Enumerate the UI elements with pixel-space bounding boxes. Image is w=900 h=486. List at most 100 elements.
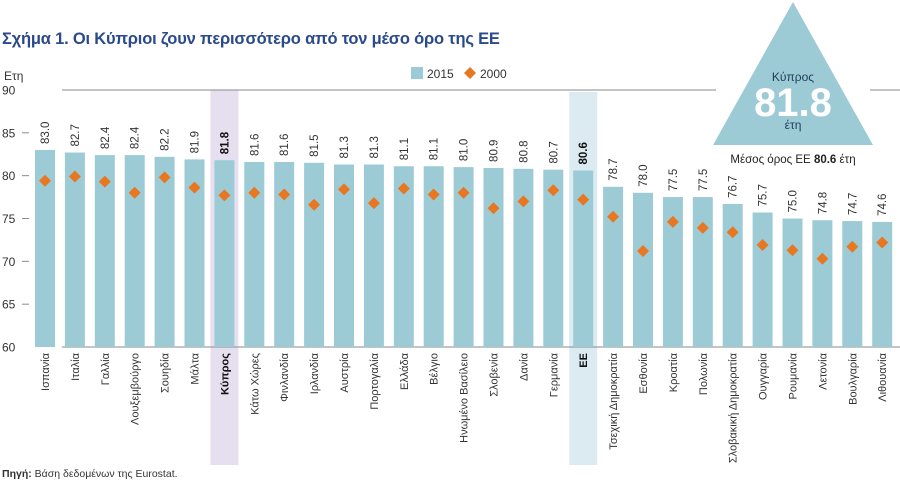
bar-value-label: 83.0 [40, 122, 52, 144]
bar-2015 [274, 161, 295, 347]
bar-2015 [214, 160, 235, 347]
bar-2015 [543, 169, 564, 347]
x-category-label: Πορτογαλία [369, 352, 381, 409]
x-category-label: Λιθουανία [877, 352, 889, 401]
bar-value-label: 81.6 [249, 134, 261, 156]
bar-value-label: 75.7 [758, 184, 770, 206]
marker-2000 [726, 226, 739, 239]
marker-2000 [637, 245, 649, 258]
bar-2015 [483, 167, 504, 347]
marker-2000 [666, 215, 679, 228]
callout-triangle [713, 2, 873, 145]
x-category-label: Εσθονία [638, 352, 650, 393]
marker-2000 [68, 170, 81, 183]
x-category-label: Μάλτα [190, 352, 202, 384]
y-tick-label: 65 [2, 298, 16, 312]
callout-triangle-group [713, 2, 873, 145]
legend-label-2000: 2000 [480, 67, 507, 81]
x-category-label: Λουξεμβούργο [130, 353, 142, 425]
x-category-label: Ρουμανία [788, 352, 800, 399]
y-tick-label: 70 [2, 255, 16, 269]
source-note: Πηγή: Βάση δεδομένων της Eurostat. [2, 468, 178, 480]
bar-value-label: 74.8 [817, 192, 829, 214]
marker-2000 [487, 202, 500, 215]
bar-value-label: 74.6 [877, 194, 889, 216]
callout-value: 81.8 [754, 81, 832, 125]
bar-value-label: 77.5 [698, 169, 710, 191]
bar-2015 [154, 156, 175, 347]
marker-2000 [188, 181, 201, 194]
eu-average-value: 80.6 [814, 154, 836, 166]
bar-value-label: 78.7 [608, 158, 620, 180]
bar-value-label: 82.2 [160, 128, 172, 150]
x-category-label: Σλοβενία [489, 352, 501, 396]
x-category-label: Φινλανδία [279, 352, 291, 401]
x-category-label: Τσεχική Δημοκρατία [608, 352, 620, 449]
bar-2015 [363, 164, 384, 347]
bar-2015 [423, 166, 444, 347]
bar-2015 [812, 220, 833, 347]
bar-2015 [692, 197, 713, 347]
y-tick-label: 75 [2, 212, 16, 226]
x-category-label: Κύπρος [219, 353, 231, 395]
bar-2015 [633, 192, 653, 347]
chart-title: Σχήμα 1. Οι Κύπριοι ζουν περισσότερο από… [2, 30, 500, 48]
bar-2015 [872, 221, 893, 347]
marker-2000 [607, 210, 620, 223]
bar-2015 [334, 164, 354, 347]
y-tick-label: 60 [2, 341, 16, 355]
bar-value-label: 81.0 [459, 139, 471, 161]
bar-value-label: 81.1 [399, 138, 411, 160]
bar-value-label: 81.1 [429, 138, 441, 160]
marker-2000 [577, 193, 590, 206]
bar-value-label: 81.6 [279, 134, 291, 156]
bar-2015 [513, 168, 534, 347]
marker-2000 [756, 239, 769, 252]
bar-2015 [304, 162, 325, 347]
bar-2015 [94, 155, 115, 347]
bar-value-label: 76.7 [728, 176, 740, 198]
legend-label-2015: 2015 [427, 67, 454, 81]
bar-value-label: 75.0 [788, 190, 800, 212]
marker-2000 [547, 184, 560, 197]
x-category-label: Δανία [518, 352, 530, 381]
marker-2000 [248, 186, 261, 199]
marker-2000 [278, 188, 291, 201]
x-category-label: Σουηδία [160, 352, 172, 393]
bar-value-label: 81.8 [219, 131, 231, 154]
bar-value-label: 82.4 [130, 126, 142, 149]
bar-value-label: 80.7 [548, 141, 560, 163]
x-category-label: Γαλλία [100, 352, 112, 385]
marker-2000 [308, 198, 321, 211]
callout-country: Κύπρος [772, 70, 814, 84]
source-label: Πηγή: [2, 468, 32, 480]
bar-value-label: 81.3 [339, 136, 351, 158]
marker-2000 [128, 186, 141, 199]
y-tick-label: 90 [2, 84, 16, 98]
bar-value-label: 82.4 [100, 126, 112, 149]
x-category-label: Αυστρία [339, 352, 351, 392]
x-category-label: Κάτω Χώρες [249, 353, 261, 415]
x-category-label: Βουλγαρία [847, 352, 859, 405]
x-category-label: Σλοβακική Δημοκρατία [728, 352, 740, 463]
bar-value-label: 80.8 [518, 140, 530, 162]
bar-2015 [124, 155, 145, 347]
bar-2015 [573, 170, 594, 347]
x-category-label: Ιταλία [70, 352, 82, 381]
marker-2000 [816, 252, 829, 265]
bar-value-label: 81.5 [309, 134, 321, 156]
x-category-label: Λετονία [817, 352, 829, 390]
marker-2000 [98, 175, 111, 188]
bar-2015 [453, 167, 474, 347]
x-category-label: Ουγγαρία [758, 352, 770, 400]
x-category-label: Ηνωμένο Βασίλειο [459, 353, 471, 443]
bar-2015 [722, 203, 743, 347]
y-axis-unit-label: Ετη [4, 69, 23, 83]
bar-value-label: 80.6 [578, 142, 590, 164]
x-category-label: Πολωνία [698, 352, 710, 395]
x-category-label: Κροατία [668, 352, 680, 392]
bar-value-label: 77.5 [668, 169, 680, 191]
bar-value-label: 81.9 [190, 131, 202, 153]
marker-2000 [876, 236, 889, 249]
